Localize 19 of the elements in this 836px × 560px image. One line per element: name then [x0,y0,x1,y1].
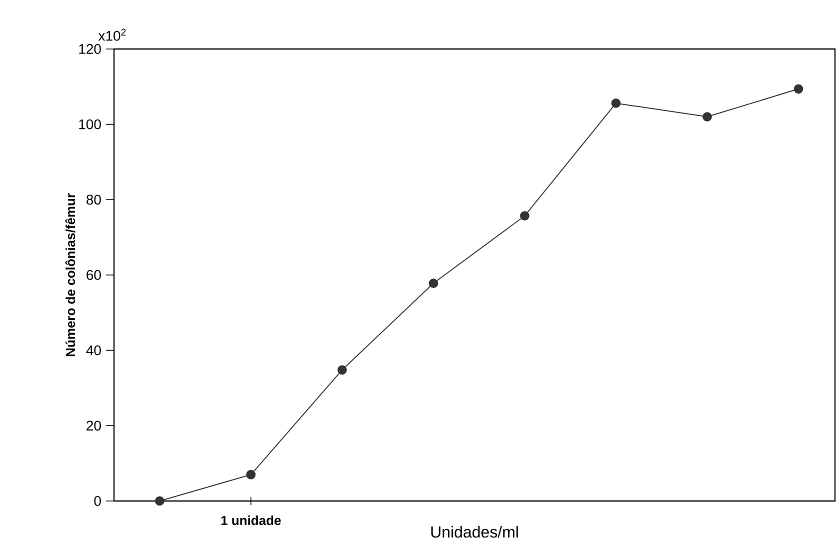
point [702,112,712,122]
y-tick-label: 120 [79,44,101,54]
y-tick-label: 60 [86,270,101,280]
y-axis-title: Número de colônias/fêmur [65,193,76,356]
point [794,84,804,94]
y-tick-label: 100 [79,119,101,130]
point [154,496,164,506]
point [428,278,438,288]
point [337,365,347,375]
x-axis-title: Unidades/ml [431,526,518,538]
point [520,211,530,221]
y-tick-label: 40 [86,345,101,356]
text: x10$^{2}$ [98,28,126,41]
y-tick-label: 0 [94,496,101,506]
y-tick-label: 20 [86,420,101,431]
y-tick-label: 80 [86,194,101,205]
point [246,470,256,480]
x-tick-label: 1 unidade [221,516,281,526]
point [611,98,621,108]
